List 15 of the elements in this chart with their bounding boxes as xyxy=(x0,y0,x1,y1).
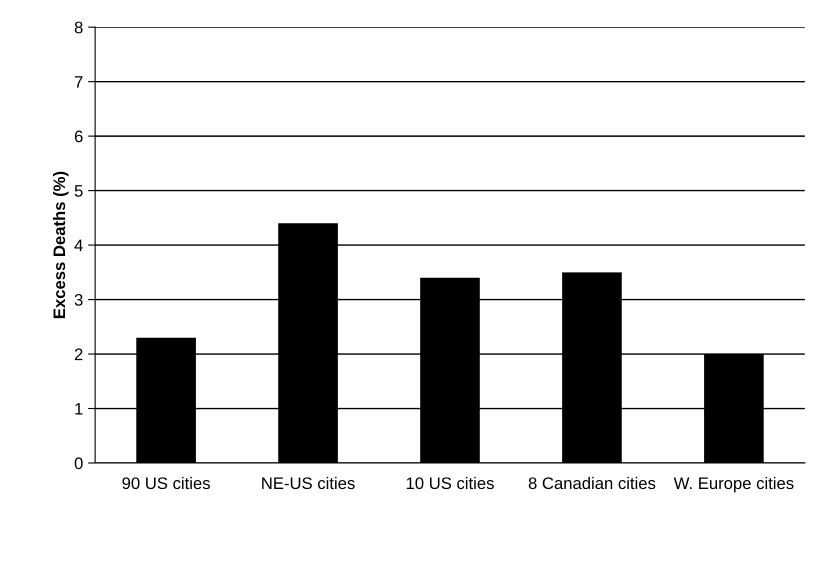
y-axis-title: Excess Deaths (%) xyxy=(52,172,68,318)
y-tick-label: 0 xyxy=(74,457,83,470)
y-tick-label: 1 xyxy=(75,403,83,415)
y-tick-label: 2 xyxy=(74,348,82,360)
y-tick-label: 5 xyxy=(74,185,83,197)
y-tick-label: 6 xyxy=(74,130,83,142)
y-tick-label: 7 xyxy=(74,76,82,88)
x-tick-label: NE-US cities xyxy=(262,476,355,490)
y-tick-label: 8 xyxy=(74,22,83,34)
x-tick-label: 10 US cities xyxy=(406,476,494,490)
y-tick-label: 4 xyxy=(74,240,83,252)
x-tick-label: 90 US cities xyxy=(122,476,210,490)
x-tick-label: 8 Canadian cities xyxy=(528,476,656,490)
y-tick-label: 3 xyxy=(74,294,83,306)
x-tick-label: W. Europe cities xyxy=(674,476,794,492)
